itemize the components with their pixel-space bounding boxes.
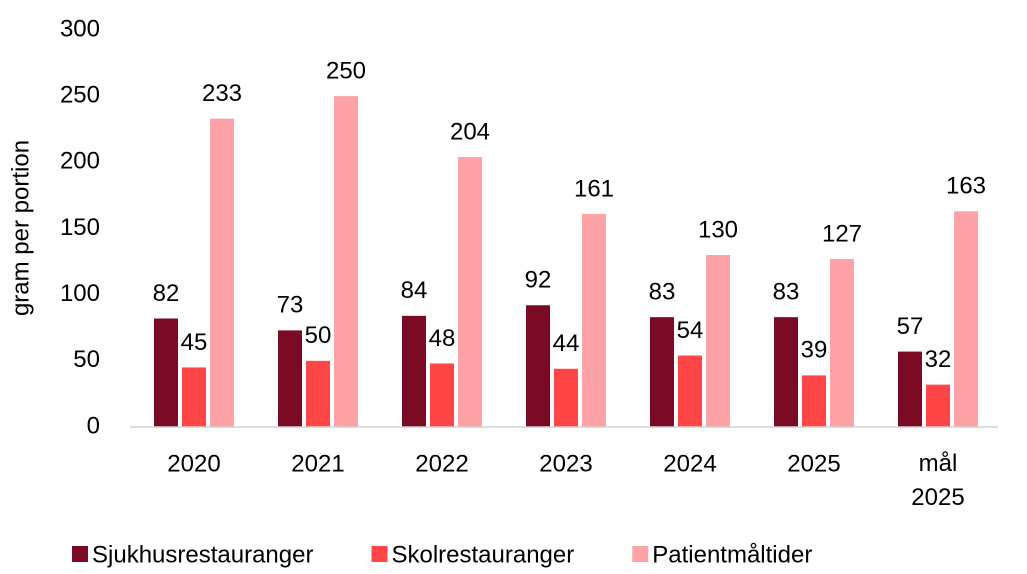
x-tick-label: mål 2025 <box>911 450 964 511</box>
y-tick-label: 200 <box>60 148 100 175</box>
value-label: 83 <box>649 279 676 306</box>
legend-swatch <box>72 546 88 562</box>
value-label: 92 <box>525 267 552 294</box>
value-label: 73 <box>277 292 304 319</box>
x-tick-label: 2022 <box>415 450 468 477</box>
legend-label: Patientmåltider <box>652 541 812 568</box>
x-tick-label: 2024 <box>663 450 716 477</box>
x-tick-label: 2025 <box>787 450 840 477</box>
y-axis-label: gram per portion <box>7 140 34 316</box>
y-tick-label: 300 <box>60 15 100 42</box>
value-label: 83 <box>773 279 800 306</box>
bar <box>154 318 178 427</box>
value-label: 204 <box>450 118 490 145</box>
legend-swatch <box>632 546 649 562</box>
bar <box>402 315 426 427</box>
bar <box>526 305 550 427</box>
value-label: 44 <box>553 330 580 357</box>
value-label: 82 <box>153 280 180 307</box>
bar <box>210 118 234 427</box>
value-label: 48 <box>429 325 456 352</box>
value-label: 54 <box>677 317 704 344</box>
bar <box>706 254 730 427</box>
value-label: 84 <box>401 277 428 304</box>
bar <box>278 330 302 427</box>
y-tick-label: 250 <box>60 82 100 109</box>
bar <box>334 96 358 428</box>
y-tick-label: 100 <box>60 280 100 307</box>
y-tick-label: 50 <box>73 346 100 373</box>
bar <box>678 355 702 427</box>
value-label: 127 <box>822 220 862 247</box>
bar <box>554 368 578 427</box>
value-label: 50 <box>305 322 332 349</box>
x-tick-label: 2023 <box>539 450 592 477</box>
value-label: 57 <box>897 313 924 340</box>
value-label: 163 <box>946 173 986 200</box>
y-tick-label: 150 <box>60 214 100 241</box>
bar <box>926 384 950 427</box>
y-tick-label: 0 <box>87 412 100 439</box>
x-tick-label: 2021 <box>291 450 344 477</box>
value-label: 250 <box>326 58 366 85</box>
value-label: 45 <box>181 329 208 356</box>
bar <box>458 157 482 428</box>
bar <box>650 317 674 427</box>
legend-label: Skolrestauranger <box>391 541 574 568</box>
bar <box>306 360 330 427</box>
bar <box>954 211 978 427</box>
value-label: 39 <box>801 337 828 364</box>
bar <box>830 258 854 427</box>
bar <box>182 367 206 427</box>
bar <box>898 351 922 427</box>
value-label: 130 <box>698 216 738 243</box>
x-tick-label: 2020 <box>167 450 220 477</box>
value-label: 161 <box>574 175 614 202</box>
value-label: 32 <box>925 346 952 373</box>
legend-label: Sjukhusrestauranger <box>92 541 313 568</box>
bar <box>582 213 606 427</box>
bar <box>802 375 826 427</box>
value-label: 233 <box>202 80 242 107</box>
legend-swatch <box>371 546 388 562</box>
bar <box>774 317 798 427</box>
bar <box>430 363 454 427</box>
